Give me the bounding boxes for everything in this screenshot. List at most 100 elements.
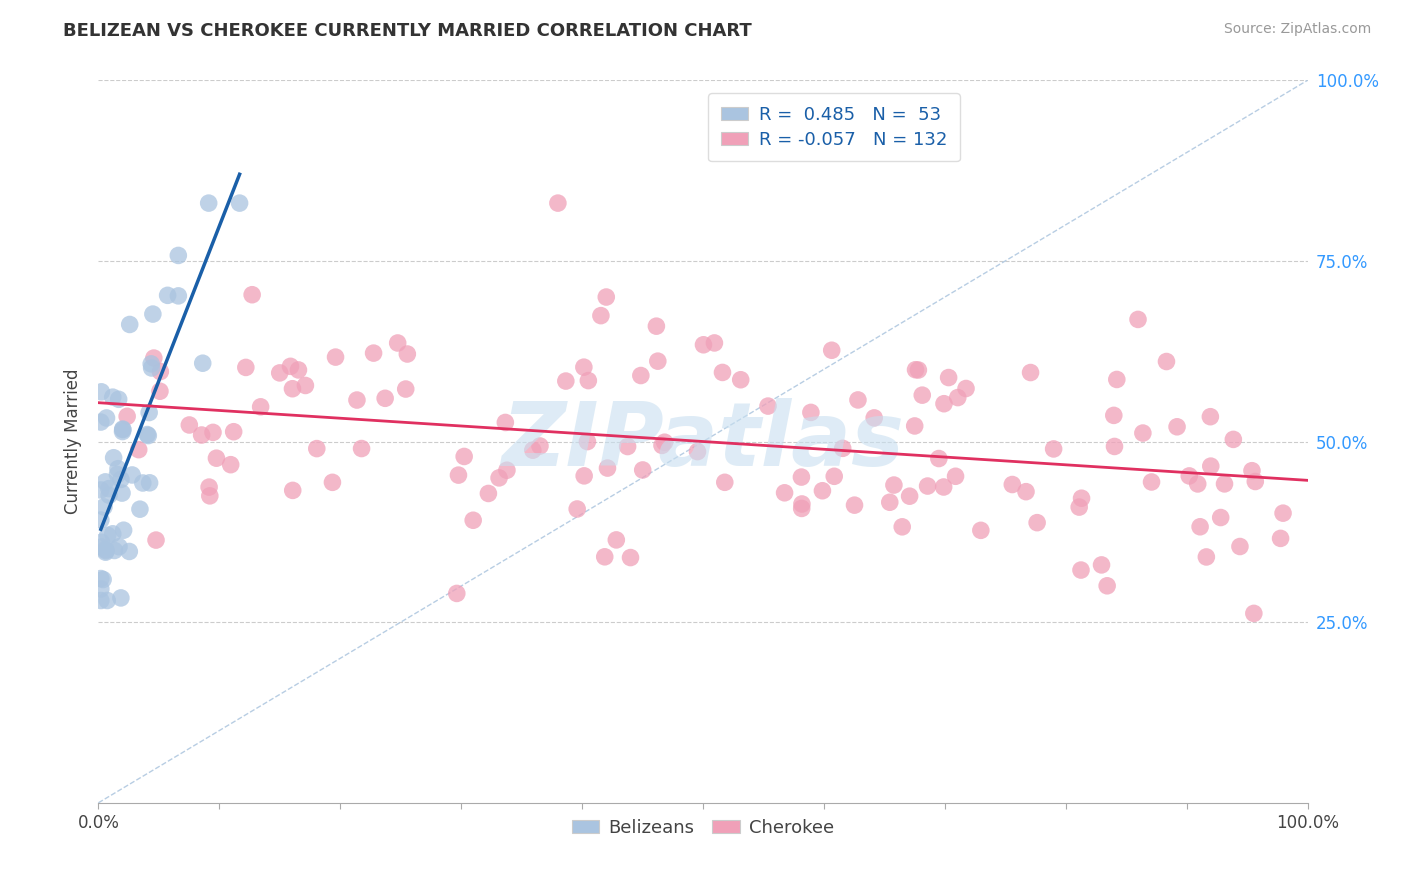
Point	[235, 360, 257, 375]
Point	[1195, 549, 1218, 564]
Point	[149, 384, 172, 399]
Point	[107, 462, 129, 476]
Point	[138, 405, 160, 419]
Point	[191, 356, 214, 370]
Point	[645, 319, 668, 334]
Point	[946, 391, 969, 405]
Point	[883, 478, 905, 492]
Point	[522, 443, 544, 458]
Point	[190, 428, 212, 442]
Point	[90, 593, 112, 607]
Point	[115, 409, 138, 424]
Point	[576, 434, 599, 449]
Point	[167, 248, 190, 262]
Point	[1001, 477, 1024, 491]
Point	[287, 363, 309, 377]
Point	[110, 591, 132, 605]
Point	[142, 307, 165, 321]
Point	[790, 501, 813, 516]
Point	[97, 528, 120, 542]
Point	[567, 502, 589, 516]
Point	[167, 289, 190, 303]
Point	[94, 543, 117, 558]
Point	[281, 483, 304, 498]
Point	[917, 479, 939, 493]
Point	[118, 318, 141, 332]
Point	[631, 463, 654, 477]
Text: ZIPatlas: ZIPatlas	[502, 398, 904, 485]
Point	[1209, 510, 1232, 524]
Point	[572, 468, 595, 483]
Legend: Belizeans, Cherokee: Belizeans, Cherokee	[565, 812, 841, 845]
Point	[93, 500, 115, 514]
Point	[446, 586, 468, 600]
Point	[325, 350, 347, 364]
Point	[111, 423, 134, 437]
Point	[1026, 516, 1049, 530]
Point	[90, 415, 112, 429]
Point	[711, 366, 734, 380]
Point	[1166, 419, 1188, 434]
Point	[103, 450, 125, 465]
Point	[205, 451, 228, 466]
Point	[111, 486, 134, 500]
Point	[269, 366, 291, 380]
Point	[1126, 312, 1149, 326]
Point	[121, 467, 143, 482]
Point	[138, 475, 160, 490]
Point	[904, 419, 927, 434]
Point	[198, 480, 221, 494]
Point	[103, 543, 125, 558]
Point	[90, 384, 112, 399]
Point	[756, 399, 779, 413]
Point	[222, 425, 245, 439]
Point	[692, 338, 714, 352]
Point	[110, 472, 132, 486]
Point	[1244, 475, 1267, 489]
Point	[821, 343, 844, 358]
Point	[132, 475, 155, 490]
Point	[1222, 433, 1244, 447]
Point	[90, 572, 112, 586]
Point	[90, 513, 112, 527]
Point	[496, 463, 519, 477]
Point	[932, 480, 955, 494]
Point	[730, 373, 752, 387]
Point	[1042, 442, 1064, 456]
Point	[249, 400, 271, 414]
Point	[891, 520, 914, 534]
Point	[844, 498, 866, 512]
Point	[1132, 425, 1154, 440]
Point	[149, 365, 172, 379]
Point	[576, 374, 599, 388]
Point	[197, 196, 219, 211]
Point	[136, 428, 159, 442]
Point	[145, 533, 167, 547]
Point	[554, 374, 576, 388]
Point	[907, 363, 929, 377]
Point	[529, 439, 551, 453]
Point	[938, 370, 960, 384]
Point	[1187, 477, 1209, 491]
Point	[619, 550, 641, 565]
Point	[96, 593, 118, 607]
Point	[321, 475, 343, 490]
Point	[90, 540, 112, 554]
Point	[90, 483, 112, 497]
Point	[305, 442, 328, 456]
Point	[1243, 607, 1265, 621]
Point	[281, 382, 304, 396]
Point	[142, 351, 165, 365]
Point	[605, 533, 627, 547]
Point	[240, 287, 263, 301]
Point	[1240, 464, 1263, 478]
Point	[90, 582, 112, 596]
Point	[647, 354, 669, 368]
Point	[1178, 469, 1201, 483]
Point	[1090, 558, 1112, 572]
Point	[101, 526, 124, 541]
Point	[1104, 440, 1126, 454]
Point	[111, 422, 134, 436]
Point	[1105, 372, 1128, 386]
Point	[1019, 366, 1042, 380]
